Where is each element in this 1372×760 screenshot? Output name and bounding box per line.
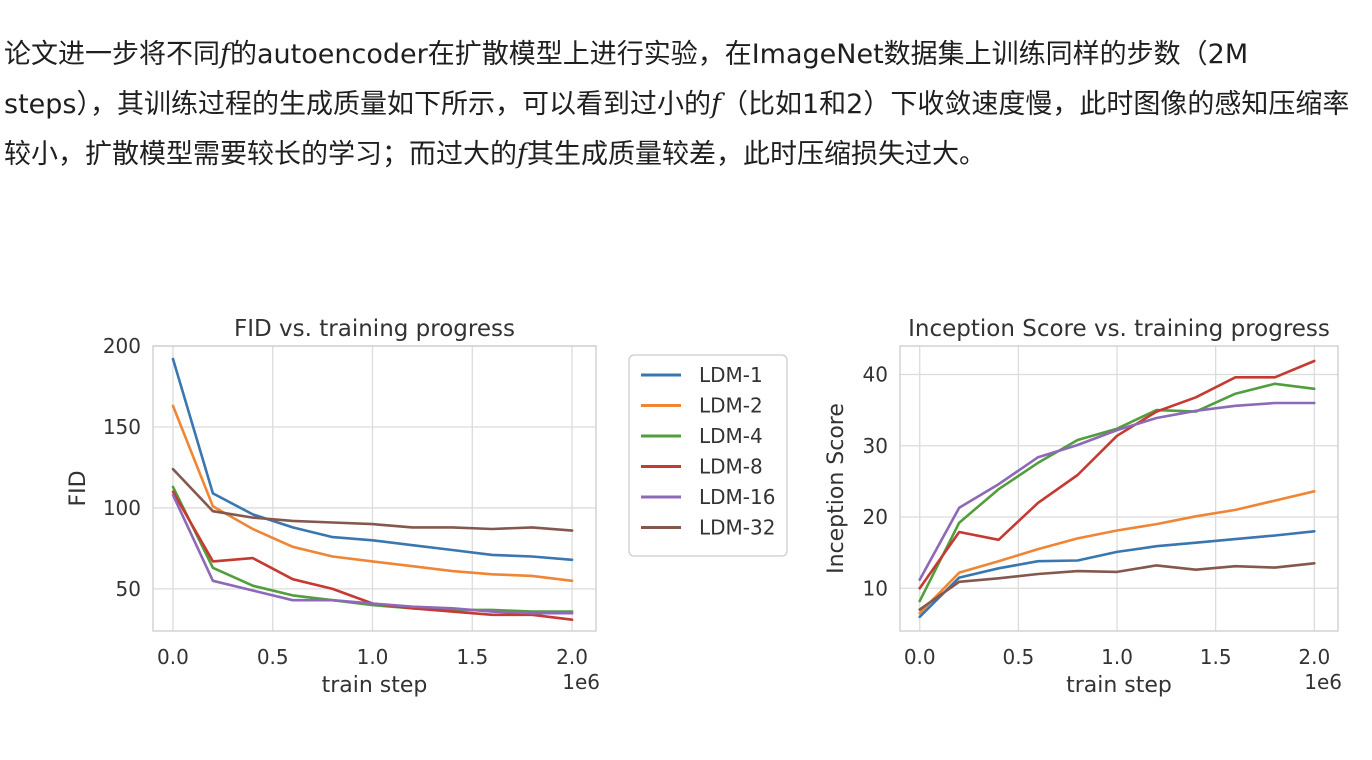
x-tick-label: 0.0 [904, 645, 936, 669]
chart-title: Inception Score vs. training progress [908, 316, 1330, 342]
y-tick-label: 10 [863, 576, 888, 600]
y-tick-label: 20 [863, 505, 888, 529]
legend-label: LDM-1 [699, 363, 763, 387]
paragraph-symbol-f: f [710, 89, 721, 120]
y-tick-label: 40 [863, 363, 888, 387]
paragraph-text: 其生成质量较差，此时压缩损失过大。 [527, 139, 986, 170]
series-line-ldm-1 [918, 530, 1316, 619]
x-offset-label: 1e6 [562, 670, 600, 694]
y-tick-label: 30 [863, 434, 888, 458]
paragraph-text: 论文进一步将不同 [4, 39, 220, 70]
paragraph-symbol-f: f [220, 39, 230, 70]
series-line-ldm-2 [918, 490, 1316, 615]
x-tick-label: 1.0 [1101, 645, 1133, 669]
x-tick-label: 0.0 [157, 645, 189, 669]
series-line-ldm-2 [171, 404, 574, 583]
series-line-ldm-32 [171, 467, 574, 532]
y-tick-label: 200 [103, 334, 141, 358]
series-line-ldm-16 [171, 493, 574, 615]
x-tick-label: 0.5 [1002, 645, 1034, 669]
series-line-ldm-1 [171, 357, 574, 562]
y-tick-label: 100 [103, 496, 141, 520]
paragraph-symbol-f: f [517, 139, 527, 170]
description-paragraph: 论文进一步将不同f的autoencoder在扩散模型上进行实验，在ImageNe… [4, 30, 1366, 180]
legend-label: LDM-16 [699, 485, 775, 509]
y-axis-label: FID [66, 470, 91, 506]
y-tick-label: 150 [103, 415, 141, 439]
x-axis-label: train step [322, 673, 428, 698]
x-tick-label: 0.5 [257, 645, 289, 669]
x-tick-label: 1.0 [357, 645, 389, 669]
legend-label: LDM-8 [699, 455, 763, 479]
y-tick-label: 50 [116, 577, 141, 601]
x-tick-label: 2.0 [556, 645, 588, 669]
x-offset-label: 1e6 [1304, 670, 1342, 694]
x-axis-label: train step [1066, 673, 1172, 698]
paragraph-text: 的autoencoder在扩散模型上进行实验，在ImageNet数据集上训练同样… [4, 39, 1249, 120]
x-tick-label: 1.5 [456, 645, 488, 669]
series-line-ldm-4 [918, 382, 1316, 603]
x-tick-label: 1.5 [1200, 645, 1232, 669]
series-line-ldm-16 [918, 401, 1316, 582]
series-line-ldm-32 [918, 561, 1316, 611]
paragraph-text: （比如1和2）下收敛速度慢，此时图像的感知压缩率较小，扩散模型需要较长的学习；而… [4, 89, 1350, 170]
plot-frame [899, 345, 1339, 632]
x-tick-label: 2.0 [1298, 645, 1330, 669]
series-line-ldm-4 [171, 485, 574, 613]
fid-chart: 0.0 0.5 1.0 1.5 2.0 50 100 150 200 1e6 FID vs. tra… [66, 316, 788, 698]
series-line-ldm-8 [918, 359, 1316, 590]
inception-score-chart: 0.0 0.5 1.0 1.5 2.0 10 20 30 40 1e6 Inception Scor… [824, 316, 1342, 698]
legend-label: LDM-4 [699, 424, 763, 448]
plot-frame [152, 345, 597, 632]
chart-title: FID vs. training progress [234, 316, 515, 342]
y-axis-label: Inception Score [824, 403, 849, 574]
legend-label: LDM-32 [699, 516, 775, 540]
legend-label: LDM-2 [699, 394, 763, 418]
